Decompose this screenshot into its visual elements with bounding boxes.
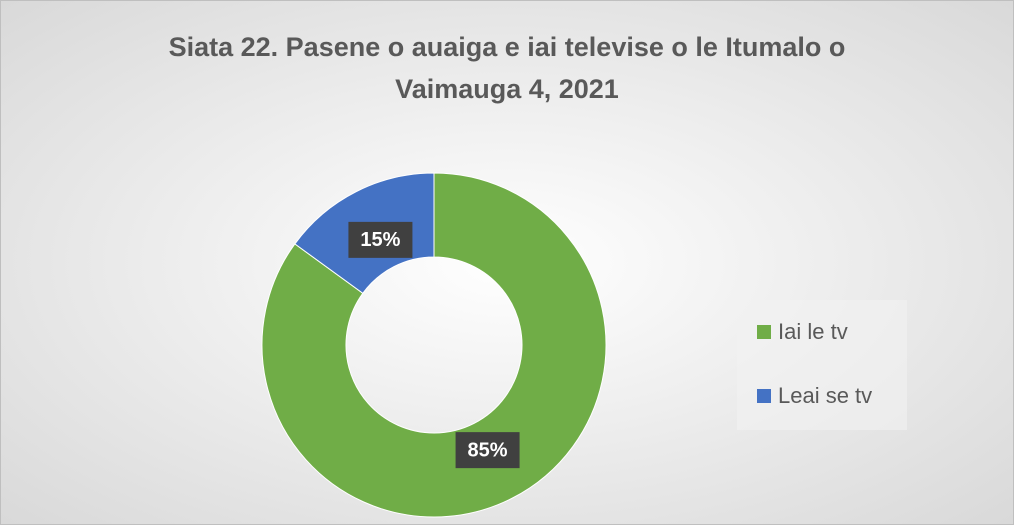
data-label-box	[348, 221, 413, 258]
data-label-box	[455, 432, 520, 469]
legend-label: Leai se tv	[778, 383, 872, 408]
legend-swatch	[757, 325, 771, 339]
donut-slice	[261, 172, 607, 518]
legend-swatch	[757, 389, 771, 403]
data-label: 15%	[360, 229, 400, 251]
legend-label: Iai le tv	[778, 319, 848, 344]
legend-box	[737, 300, 907, 430]
data-label: 85%	[468, 439, 508, 461]
chart-title: Siata 22. Pasene o auaiga e iai televise…	[168, 32, 846, 104]
